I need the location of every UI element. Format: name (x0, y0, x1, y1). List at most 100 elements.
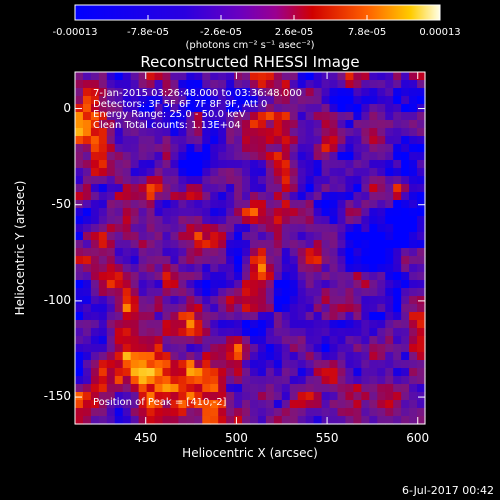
heatmap-cell (138, 152, 148, 161)
heatmap-cell (242, 256, 251, 265)
heatmap-cell (202, 136, 211, 145)
heatmap-cell (305, 184, 315, 193)
heatmap-cell (114, 144, 124, 153)
heatmap-cell (146, 208, 156, 217)
heatmap-cell (250, 320, 259, 329)
heatmap-cell (329, 184, 339, 193)
heatmap-cell (369, 360, 378, 369)
heatmap-cell (409, 408, 418, 417)
heatmap-cell (98, 240, 108, 249)
heatmap-cell (122, 408, 132, 417)
heatmap-cell (401, 72, 410, 81)
heatmap-cell (297, 248, 307, 257)
heatmap-cell (377, 80, 386, 89)
heatmap-cell (353, 288, 362, 297)
heatmap-cell (146, 176, 156, 185)
heatmap-cell (369, 80, 378, 89)
heatmap-cell (106, 320, 116, 329)
heatmap-cell (170, 344, 179, 353)
heatmap-cell (186, 128, 195, 137)
heatmap-cell (75, 408, 84, 417)
heatmap-cell (377, 384, 386, 393)
heatmap-cell (297, 320, 307, 329)
heatmap-cell (90, 368, 100, 377)
heatmap-cell (313, 200, 323, 209)
heatmap-cell (170, 104, 179, 113)
heatmap-cell (409, 280, 418, 289)
heatmap-cell (250, 112, 259, 121)
heatmap-cell (417, 288, 426, 297)
heatmap-cell (122, 256, 132, 265)
heatmap-cell (369, 336, 378, 345)
heatmap-cell (234, 352, 243, 361)
heatmap-cell (130, 168, 140, 177)
heatmap-cell (297, 312, 307, 321)
heatmap-cell (353, 408, 362, 417)
heatmap-cell (186, 392, 195, 401)
heatmap-cell (409, 336, 418, 345)
heatmap-cell (75, 360, 84, 369)
heatmap-cell (289, 88, 299, 97)
heatmap-cell (369, 264, 378, 273)
heatmap-cell (154, 312, 164, 321)
colorbar-tick-label: -7.8e-05 (127, 27, 169, 38)
heatmap-cell (329, 304, 339, 313)
heatmap-cell (377, 336, 386, 345)
heatmap-cell (210, 120, 219, 129)
heatmap-cell (353, 248, 362, 257)
heatmap-cell (234, 96, 243, 105)
heatmap-cell (369, 256, 378, 265)
heatmap-cell (162, 272, 172, 281)
heatmap-cell (321, 80, 331, 89)
heatmap-cell (417, 240, 426, 249)
heatmap-cell (417, 224, 426, 233)
heatmap-cell (90, 160, 100, 169)
heatmap-cell (114, 408, 124, 417)
heatmap-cell (361, 296, 370, 305)
heatmap-cell (114, 328, 124, 337)
heatmap-cell (186, 120, 195, 129)
colorbar-tick-label: 7.8e-05 (347, 27, 387, 38)
axis-ticks (75, 72, 425, 424)
heatmap-cell (377, 232, 386, 241)
heatmap-cell (186, 160, 195, 169)
heatmap-cell (305, 120, 315, 129)
heatmap-cell (106, 160, 116, 169)
heatmap-cell (409, 112, 418, 121)
heatmap-cell (265, 96, 275, 105)
heatmap-cell (329, 376, 339, 385)
heatmap-cell (90, 152, 100, 161)
heatmap-cell (377, 352, 386, 361)
heatmap-cell (361, 416, 370, 425)
heatmap-cell (75, 216, 84, 225)
heatmap-cell (417, 352, 426, 361)
heatmap-cell (218, 312, 227, 321)
heatmap-cell (321, 192, 331, 201)
heatmap-cell (297, 264, 307, 273)
heatmap-cell (409, 168, 418, 177)
heatmap-cell (138, 248, 148, 257)
heatmap-cell (289, 144, 299, 153)
heatmap-cell (186, 328, 195, 337)
heatmap-cell (226, 296, 235, 305)
heatmap-cell (329, 416, 339, 425)
heatmap-cell (273, 232, 283, 241)
heatmap-cell (409, 176, 418, 185)
heatmap-cell (297, 224, 307, 233)
heatmap-cell (122, 96, 132, 105)
heatmap-cell (353, 376, 362, 385)
heatmap-cell (329, 176, 339, 185)
heatmap-cell (82, 208, 92, 217)
heatmap-cell (329, 352, 339, 361)
heatmap-cell (170, 168, 179, 177)
heatmap-cell (337, 280, 347, 289)
heatmap-cell (385, 384, 394, 393)
heatmap-cell (257, 112, 267, 121)
heatmap-cell (305, 408, 315, 417)
heatmap-cell (281, 408, 291, 417)
heatmap-cell (186, 264, 195, 273)
heatmap-cell (234, 144, 243, 153)
heatmap-cell (401, 360, 410, 369)
heatmap-cell (234, 384, 243, 393)
heatmap-cell (273, 224, 283, 233)
